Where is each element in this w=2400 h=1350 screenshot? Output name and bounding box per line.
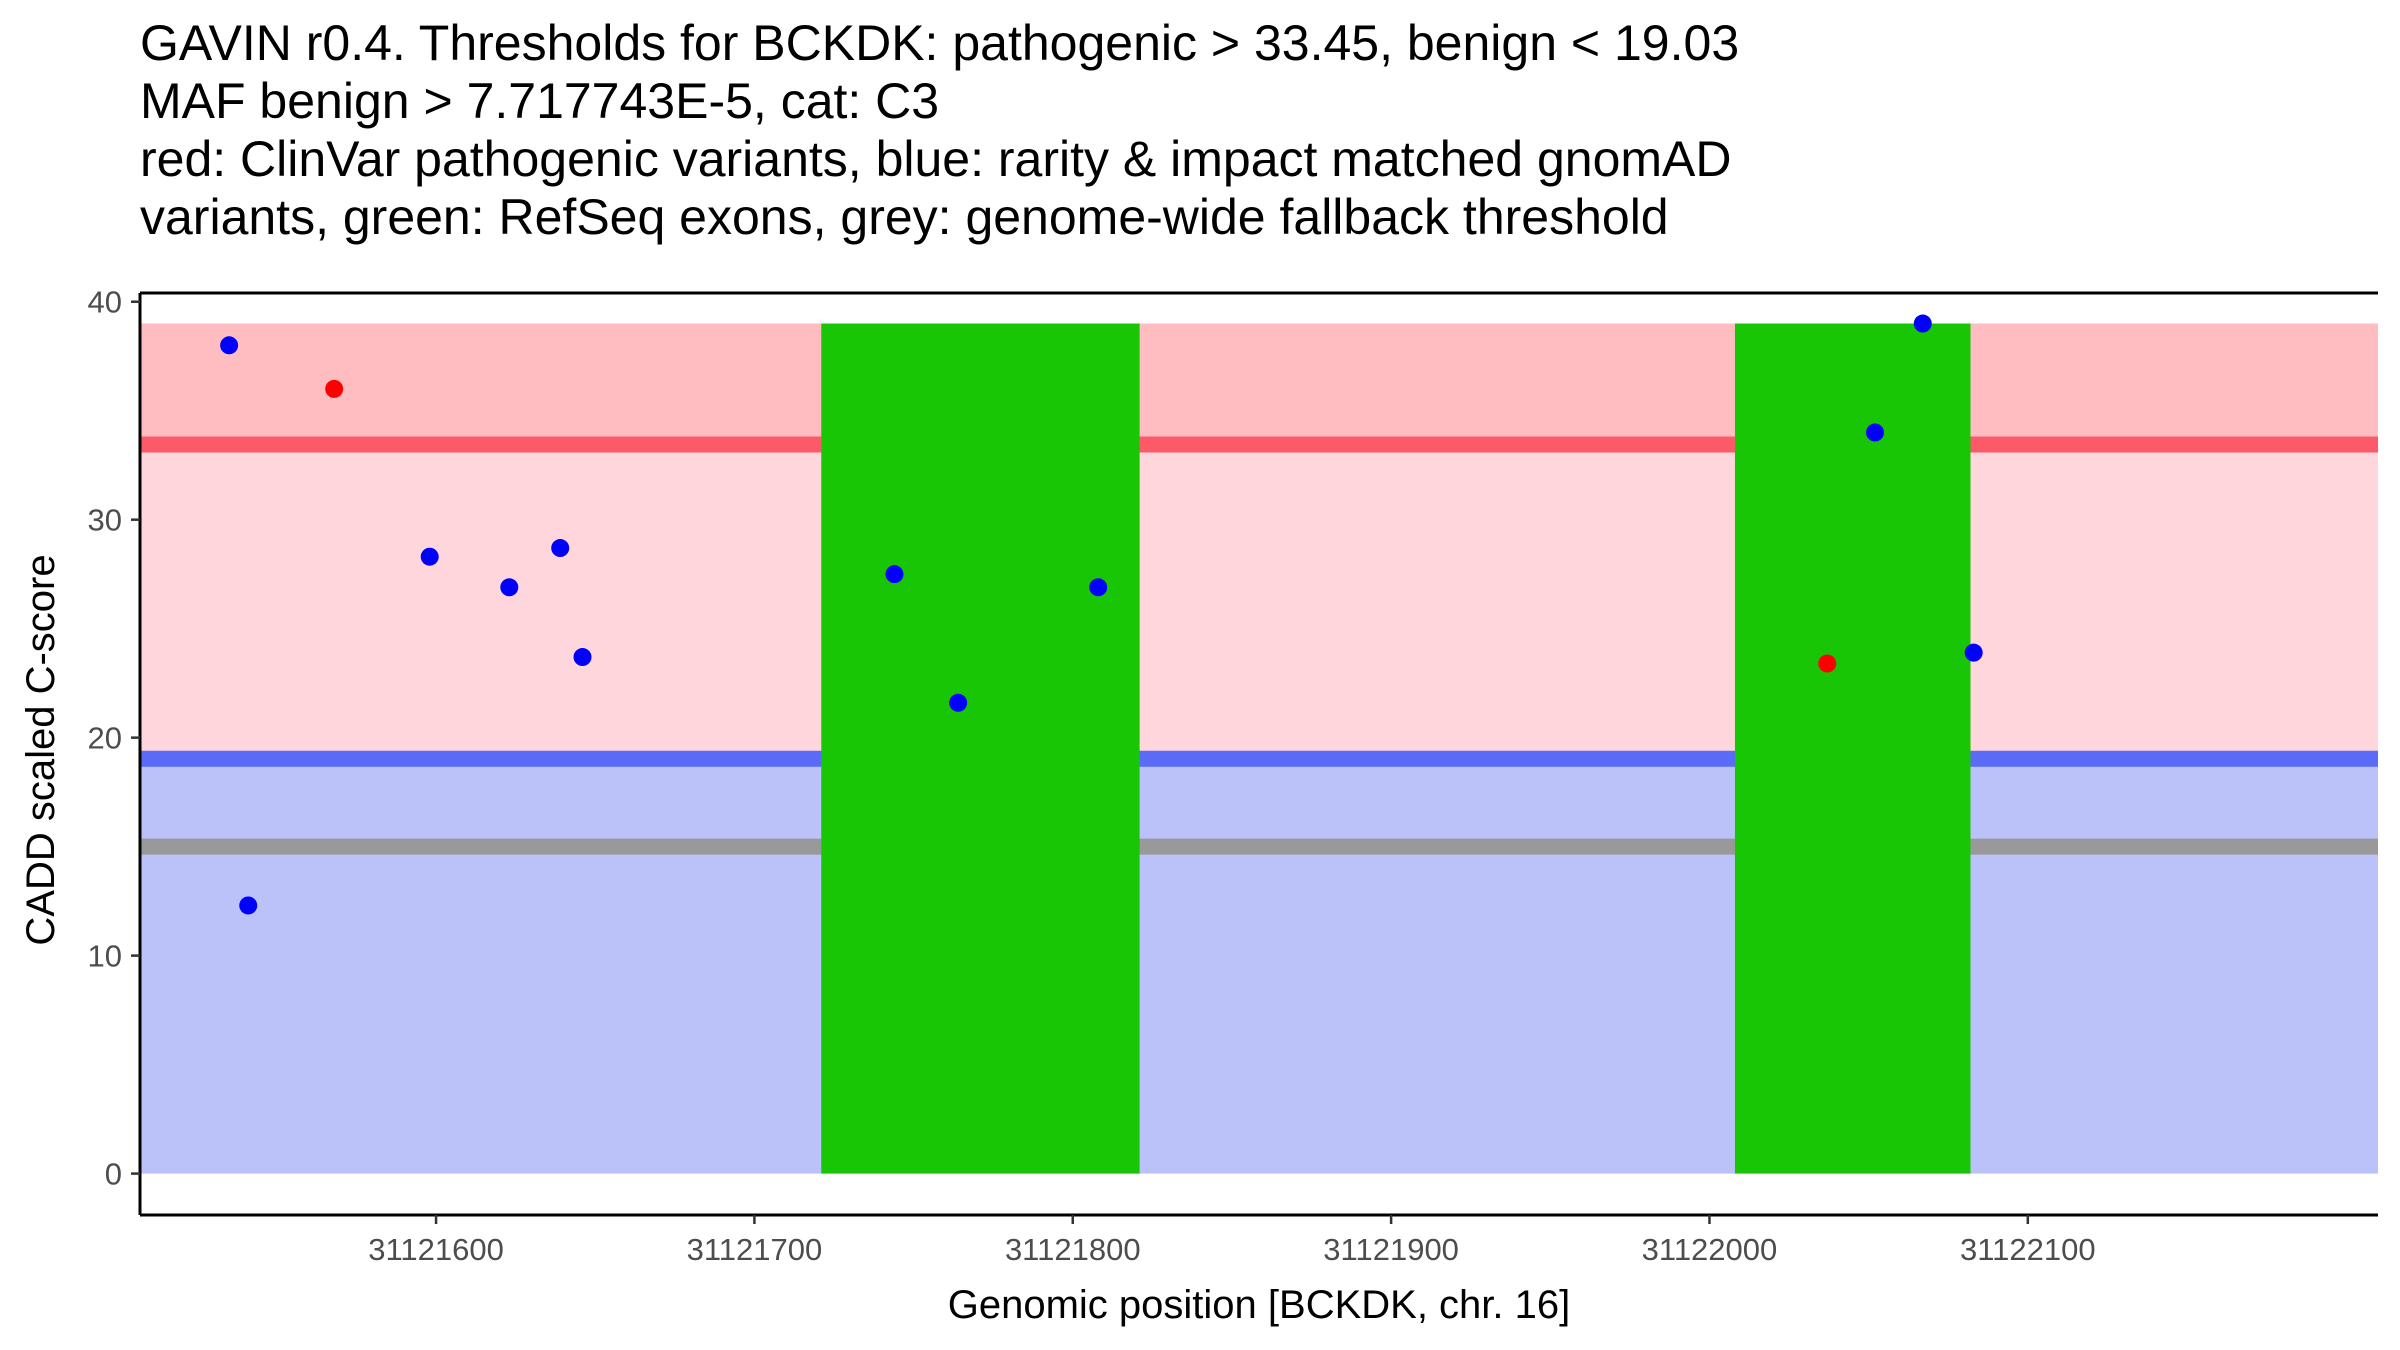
y-tick-label: 20 <box>88 721 122 756</box>
gnomad-point-1 <box>220 336 239 355</box>
x-tick-label: 31121800 <box>1005 1232 1141 1267</box>
gnomad-point-5 <box>551 539 570 558</box>
gnomad-point-2 <box>239 896 258 915</box>
gnomad-point-9 <box>1089 578 1108 597</box>
gnomad-point-3 <box>420 547 439 566</box>
exon-1 <box>821 323 1140 1174</box>
y-axis-label: CADD scaled C-score <box>19 554 63 945</box>
x-tick-label: 31122000 <box>1642 1232 1778 1267</box>
gnomad-point-10 <box>1866 423 1885 442</box>
y-tick-label: 0 <box>105 1157 122 1192</box>
title-line-3: red: ClinVar pathogenic variants, blue: … <box>140 131 1731 187</box>
x-tick-label: 31122100 <box>1960 1232 2096 1267</box>
gnomad-point-4 <box>500 578 519 597</box>
x-tick-label: 31121700 <box>687 1232 823 1267</box>
axes: 31121600 31121700 31121800 31121900 31122000… <box>88 285 2378 1267</box>
gnomad-point-11 <box>1913 314 1932 333</box>
gnomad-point-12 <box>1964 643 1983 662</box>
clinvar-point-2 <box>1818 654 1837 673</box>
x-tick-label: 31121900 <box>1323 1232 1459 1267</box>
title-line-2: MAF benign > 7.717743E-5, cat: C3 <box>140 73 939 129</box>
y-tick-label: 40 <box>88 285 122 320</box>
title-line-4: variants, green: RefSeq exons, grey: gen… <box>140 189 1669 245</box>
gnomad-point-6 <box>573 648 592 667</box>
plot-area <box>140 314 2378 1174</box>
x-tick-label: 31121600 <box>368 1232 504 1267</box>
clinvar-point-1 <box>325 379 344 398</box>
pathogenic-band <box>140 323 2378 445</box>
y-tick-label: 10 <box>88 939 122 974</box>
benign-band <box>140 758 2378 1174</box>
title-line-1: GAVIN r0.4. Thresholds for BCKDK: pathog… <box>140 15 1739 71</box>
gnomad-point-8 <box>949 693 968 712</box>
y-tick-label: 30 <box>88 503 122 538</box>
intermediate-band <box>140 444 2378 759</box>
chart-title: GAVIN r0.4. Thresholds for BCKDK: pathog… <box>140 15 1739 245</box>
gnomad-point-7 <box>885 565 904 584</box>
exon-2 <box>1734 323 1971 1174</box>
x-axis-label: Genomic position [BCKDK, chr. 16] <box>948 1283 1571 1327</box>
